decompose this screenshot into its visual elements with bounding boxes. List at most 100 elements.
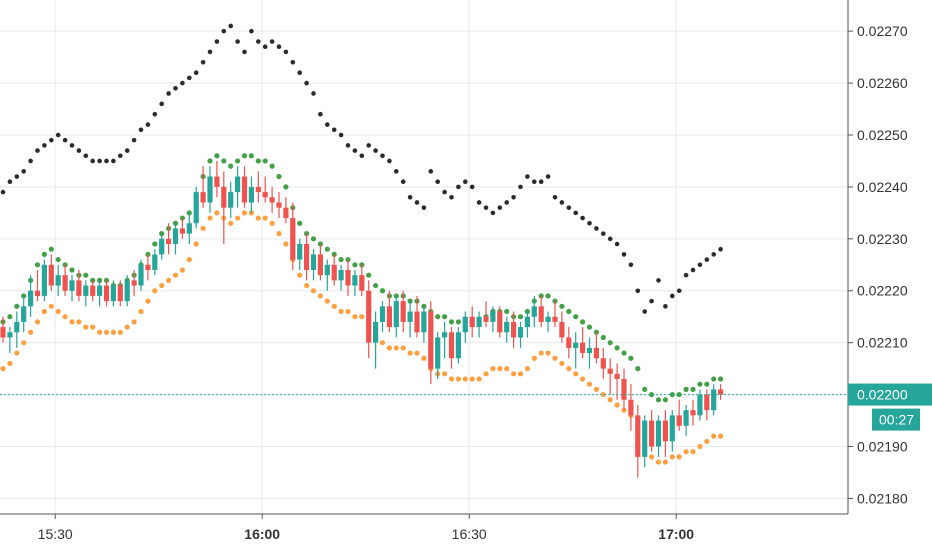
trailing-stop-dot — [180, 80, 185, 86]
trailing-stop-dot — [138, 127, 144, 133]
lower-band-dot — [28, 329, 34, 335]
lower-band-dot — [172, 272, 179, 278]
lower-band-dot — [338, 308, 344, 315]
upper-band-dot — [573, 314, 579, 320]
lower-band-dot — [200, 225, 206, 232]
x-tick-label: 16:00 — [244, 526, 280, 542]
candle-body — [76, 280, 82, 296]
upper-band-dot — [559, 303, 565, 309]
candle-body — [573, 342, 579, 348]
x-tick-label: 16:30 — [452, 526, 487, 542]
upper-band-dot — [145, 251, 151, 258]
candle-body — [28, 290, 34, 307]
trailing-stop-dot — [463, 179, 468, 185]
trailing-stop-dot — [504, 200, 510, 205]
last-price-badge — [848, 383, 932, 406]
lower-band-dot — [490, 366, 496, 372]
trailing-stop-dot — [242, 49, 247, 55]
lower-band-dot — [393, 345, 399, 351]
candle-body — [635, 415, 641, 457]
lower-band-dot — [117, 329, 123, 335]
trailing-stop-dot — [338, 132, 344, 138]
candle-body — [221, 186, 227, 208]
candle-body — [310, 254, 317, 270]
lower-band-dot — [331, 303, 337, 309]
upper-band-dot — [324, 246, 330, 252]
lower-band-dot — [276, 231, 282, 237]
lower-band-dot — [297, 272, 303, 278]
upper-band-dot — [607, 340, 613, 346]
upper-band-dot — [269, 163, 275, 169]
candle-body — [145, 264, 151, 270]
lower-band-dot — [649, 454, 655, 460]
candle-body — [352, 275, 358, 286]
lower-band-dot — [517, 371, 524, 377]
trailing-stop-dot — [594, 226, 599, 231]
trailing-stop-dot — [131, 137, 137, 143]
candle-body — [373, 321, 379, 343]
candle-body — [407, 311, 413, 322]
trailing-stop-dot — [607, 236, 613, 242]
lower-band-dot — [166, 277, 172, 283]
lower-band-dot — [0, 366, 6, 372]
trailing-stop-dot — [683, 272, 689, 278]
lower-band-dot — [138, 308, 144, 315]
upper-band-dot — [214, 153, 220, 159]
upper-band-dot — [455, 319, 461, 325]
trailing-stop-dot — [200, 60, 206, 65]
lower-band-dot — [324, 298, 330, 304]
lower-band-dot — [614, 402, 620, 408]
upper-band-dot — [262, 158, 268, 164]
candle-body — [379, 306, 386, 322]
lower-band-dot — [718, 433, 724, 439]
candle-body — [248, 186, 254, 203]
candle-body — [317, 254, 323, 276]
trailing-stop-dot — [559, 200, 565, 205]
countdown-badge — [872, 408, 920, 431]
candle-body — [621, 379, 627, 400]
upper-band-dot — [683, 386, 689, 392]
lower-band-dot — [559, 360, 565, 367]
trailing-stop-dot — [76, 148, 82, 153]
upper-band-dot — [241, 153, 248, 159]
upper-band-dot — [442, 314, 448, 320]
lower-band-dot — [310, 288, 317, 294]
upper-band-dot — [621, 350, 627, 356]
upper-band-dot — [83, 272, 89, 278]
candle-body — [393, 301, 399, 328]
trailing-stop-dot — [228, 23, 233, 29]
y-tick-label: 0.02180 — [857, 490, 908, 506]
candle-body — [593, 347, 599, 359]
lower-band-dot — [469, 376, 475, 382]
upper-band-dot — [283, 184, 289, 190]
lower-band-dot — [414, 350, 420, 356]
trailing-stop-dot — [352, 148, 358, 153]
candle-body — [21, 306, 27, 322]
lower-band-dot — [90, 324, 96, 330]
trailing-stop-dot — [304, 80, 309, 86]
candle-body — [483, 316, 489, 322]
candle-body — [90, 285, 96, 296]
candle-body — [186, 223, 192, 234]
trailing-stop-dot — [656, 278, 661, 283]
upper-band-dot — [7, 314, 13, 320]
lower-band-dot — [235, 215, 241, 221]
upper-band-dot — [207, 158, 213, 164]
lower-band-dot — [545, 350, 551, 356]
lower-band-dot — [711, 433, 717, 439]
candle-body — [83, 285, 89, 296]
candle-body — [559, 321, 565, 338]
upper-band-dot — [276, 173, 282, 180]
lower-band-dot — [676, 454, 682, 460]
trailing-stop-dot — [428, 169, 434, 174]
lower-band-dot — [566, 366, 572, 372]
candle-body — [283, 207, 289, 219]
lower-band-dot — [214, 210, 220, 216]
candle-body — [255, 186, 261, 193]
trailing-stop-dot — [490, 210, 496, 216]
upper-band-dot — [228, 163, 234, 169]
candle-body — [476, 316, 482, 328]
lower-band-dot — [193, 241, 199, 247]
